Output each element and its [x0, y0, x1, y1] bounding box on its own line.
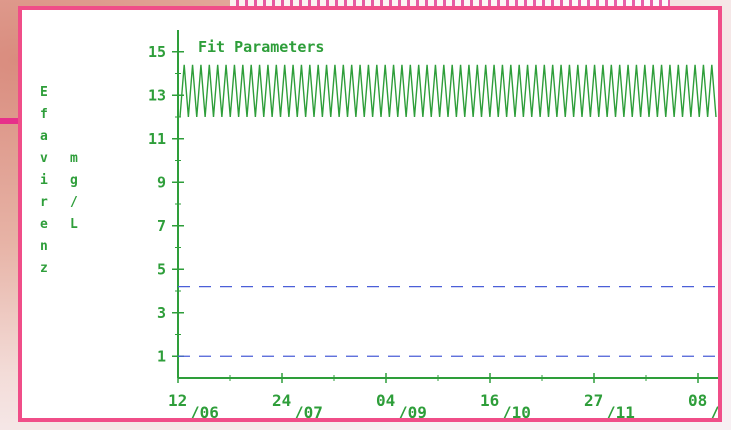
- y-axis-label-unit: mg / L: [70, 151, 78, 232]
- x-tick-label-day: 12: [168, 391, 187, 410]
- y-tick-label: 7: [157, 217, 166, 235]
- series-group: [179, 64, 717, 118]
- x-tick-label-month: /07: [294, 403, 323, 418]
- x-tick-label-day: 16: [480, 391, 499, 410]
- y-label-letter: i: [40, 173, 48, 188]
- y-label-letter: z: [40, 261, 48, 276]
- y-tick-label: 9: [157, 173, 166, 191]
- y-label-letter: a: [40, 129, 48, 144]
- x-tick-label-month: /10: [502, 403, 531, 418]
- y-tick-label: 13: [148, 86, 166, 104]
- y-tick-label: 3: [157, 304, 166, 322]
- x-tick-label-month: /06: [190, 403, 219, 418]
- x-tick-label-day: 08: [688, 391, 707, 410]
- y-label-unit-letter: /: [70, 195, 78, 210]
- y-label-letter: n: [40, 239, 48, 254]
- y-label-letter: E: [40, 85, 48, 100]
- x-tick-label-month: /11: [606, 403, 635, 418]
- x-ticks: 12/06 24/07 04/09 16/10 27/11 08/: [168, 373, 720, 422]
- y-label-letter: r: [40, 195, 48, 210]
- y-tick-label: 5: [157, 260, 166, 278]
- y-tick-label: 11: [148, 130, 166, 148]
- y-tick-label: 1: [157, 347, 166, 365]
- reference-lines: [178, 285, 718, 357]
- y-label-letter: v: [40, 151, 48, 166]
- x-tick-label-day: 24: [272, 391, 291, 410]
- x-tick-label-day: 04: [376, 391, 395, 410]
- x-tick-label-day: 27: [584, 391, 603, 410]
- series-line-concentration: [179, 64, 717, 118]
- y-label-unit-letter: g: [70, 173, 78, 188]
- x-tick-label-month: /09: [398, 403, 427, 418]
- y-ticks: 15 13 11 9 7 5 3 1: [148, 43, 184, 365]
- y-label-letter: f: [40, 107, 48, 122]
- x-tick-label-month: /: [710, 403, 718, 418]
- chart-title: Fit Parameters: [198, 38, 324, 56]
- y-tick-label: 15: [148, 43, 166, 61]
- y-label-unit-letter: m: [70, 151, 78, 166]
- y-label-letter: e: [40, 217, 48, 232]
- y-label-unit-letter: L: [70, 217, 78, 232]
